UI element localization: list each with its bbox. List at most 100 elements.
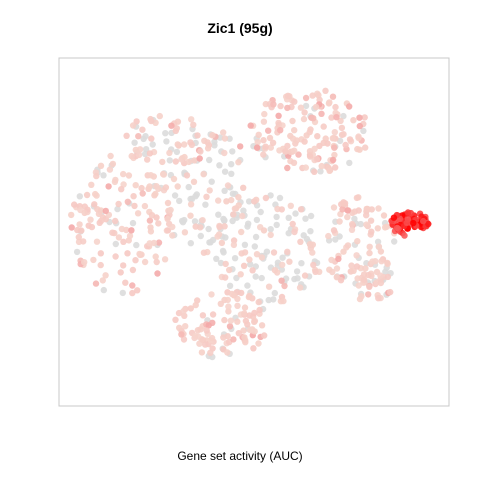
scatter-point (163, 138, 170, 145)
scatter-point (202, 201, 209, 208)
scatter-point (119, 289, 127, 297)
scatter-point (312, 268, 319, 275)
scatter-point (221, 316, 228, 324)
scatter-point (239, 212, 246, 220)
scatter-point (360, 276, 368, 283)
scatter-point (217, 300, 224, 307)
scatter-point (287, 202, 294, 209)
scatter-point (188, 195, 196, 202)
scatter-point (278, 266, 285, 273)
scatter-point (260, 151, 267, 158)
scatter-point (173, 125, 180, 132)
scatter-point (206, 187, 213, 194)
scatter-point (255, 340, 262, 347)
scatter-point (181, 229, 189, 236)
scatter-point (215, 211, 222, 218)
scatter-point (128, 227, 135, 234)
scatter-point (209, 311, 217, 318)
scatter-point (230, 336, 237, 343)
scatter-point (205, 322, 212, 329)
scatter-point (196, 155, 203, 162)
scatter-point (369, 258, 376, 265)
scatter-point (253, 196, 260, 203)
scatter-point (381, 224, 389, 231)
scatter-point (120, 262, 127, 269)
scatter-point (261, 110, 268, 118)
scatter-point (124, 198, 131, 205)
scatter-point (390, 214, 398, 221)
scatter-point (374, 238, 382, 245)
scatter-point (190, 178, 198, 185)
scatter-point (172, 316, 179, 323)
scatter-point (365, 271, 372, 279)
scatter-point (297, 206, 305, 213)
scatter-point (241, 249, 249, 256)
scatter-point (355, 207, 362, 214)
scatter-point (237, 143, 244, 150)
scatter-point (353, 263, 361, 270)
scatter-point (155, 185, 162, 192)
scatter-point (208, 178, 215, 185)
scatter-point (368, 228, 375, 235)
scatter-point (302, 164, 309, 171)
scatter-point (173, 148, 181, 156)
scatter-point (124, 250, 131, 257)
scatter-point (350, 117, 357, 124)
scatter-point (132, 146, 139, 154)
scatter-point (234, 295, 241, 302)
scatter-point (100, 172, 107, 179)
scatter-point (262, 194, 270, 202)
scatter-point (199, 217, 206, 224)
scatter-point (169, 223, 176, 231)
scatter-point (91, 201, 98, 208)
scatter-point (280, 297, 287, 305)
scatter-point (282, 148, 289, 155)
scatter-point (300, 115, 308, 123)
scatter-point (284, 164, 291, 172)
scatter-point (291, 147, 298, 154)
scatter-point (356, 146, 363, 153)
scatter-point (170, 175, 178, 183)
scatter-point (129, 282, 136, 289)
scatter-point (216, 223, 223, 231)
scatter-point (94, 206, 101, 213)
scatter-point (133, 241, 140, 249)
scatter-point (255, 298, 262, 306)
scatter-point (267, 144, 274, 151)
scatter-point (74, 226, 81, 234)
scatter-point (141, 202, 149, 210)
scatter-point (129, 219, 137, 227)
scatter-point (366, 283, 373, 290)
scatter-point (289, 135, 297, 142)
scatter-point (142, 133, 149, 140)
scatter-point (265, 127, 272, 134)
scatter-point (267, 231, 274, 239)
scatter-point (166, 149, 173, 157)
scatter-point (367, 217, 375, 224)
scatter-point (228, 161, 235, 168)
scatter-point (244, 223, 251, 230)
scatter-point (297, 104, 305, 111)
scatter-point (215, 197, 222, 204)
scatter-point (245, 293, 253, 301)
chart-title: Zic1 (95g) (207, 20, 273, 36)
scatter-point (244, 321, 251, 328)
scatter-point (198, 349, 206, 356)
scatter-point (221, 223, 228, 230)
scatter-point (167, 206, 174, 214)
scatter-point (333, 114, 340, 121)
scatter-point (102, 272, 109, 279)
scatter-point (141, 150, 149, 158)
scatter-point (365, 291, 372, 298)
scatter-point (139, 126, 146, 133)
scatter-point (216, 162, 223, 169)
scatter-point (100, 286, 108, 294)
scatter-point (286, 258, 293, 265)
scatter-point (107, 152, 114, 160)
scatter-point (187, 139, 194, 146)
scatter-point (87, 216, 94, 223)
scatter-point (358, 293, 365, 300)
scatter-point (253, 251, 261, 258)
scatter-point (293, 268, 301, 275)
scatter-point (425, 220, 432, 228)
